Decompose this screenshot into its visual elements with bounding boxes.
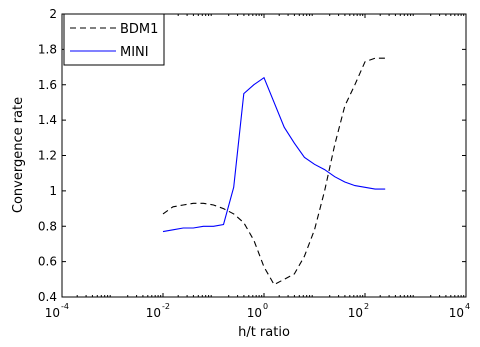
x-tick-label: 10 xyxy=(348,306,363,320)
x-tick-label: 10 xyxy=(146,306,161,320)
x-axis-title: h/t ratio xyxy=(238,325,290,340)
y-tick-label: 0.4 xyxy=(38,290,57,304)
legend-label-bdm1: BDM1 xyxy=(120,22,158,37)
y-tick-label: 2 xyxy=(49,7,57,21)
x-tick-exponent: -4 xyxy=(61,302,69,311)
x-tick-label: 10 xyxy=(45,306,60,320)
series-line-bdm1 xyxy=(162,57,386,286)
legend-box xyxy=(63,13,165,66)
legend-label-mini: MINI xyxy=(120,45,149,60)
y-axis-title: Convergence rate xyxy=(11,97,26,213)
series-group xyxy=(162,57,386,286)
y-tick-label: 1.6 xyxy=(38,78,57,92)
x-tick-exponent: 2 xyxy=(364,302,369,311)
legend: BDM1 MINI xyxy=(63,13,165,66)
series-line-mini xyxy=(162,76,386,233)
y-tick-label: 1.8 xyxy=(38,42,57,56)
x-tick-label: 10 xyxy=(247,306,262,320)
y-tick-label: 1.2 xyxy=(38,149,57,163)
y-tick-label: 0.6 xyxy=(38,255,57,269)
x-tick-exponent: 0 xyxy=(263,302,268,311)
y-tick-label: 1.4 xyxy=(38,113,57,127)
y-tick-label: 0.8 xyxy=(38,219,57,233)
x-tick-exponent: 4 xyxy=(465,302,470,311)
x-tick-exponent: -2 xyxy=(162,302,170,311)
x-tick-label: 10 xyxy=(449,306,464,320)
y-tick-label: 1 xyxy=(49,184,57,198)
